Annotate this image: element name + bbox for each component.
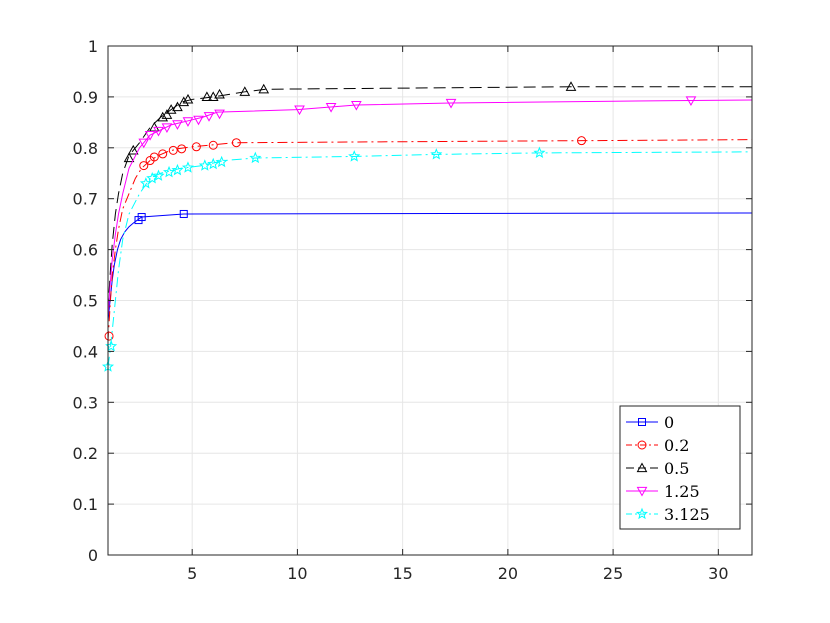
series-marker <box>149 152 159 162</box>
legend-label: 1.25 <box>664 482 700 501</box>
series-layer <box>101 81 753 372</box>
series-marker <box>685 96 697 106</box>
y-tick-label: 0.6 <box>73 241 98 260</box>
series-marker <box>350 100 362 111</box>
series-marker <box>177 144 187 154</box>
series-line <box>107 139 753 342</box>
series-marker <box>182 117 194 127</box>
y-tick-label: 1 <box>88 37 98 56</box>
series-marker <box>191 142 201 152</box>
series-marker <box>127 144 139 155</box>
series-marker <box>139 161 149 171</box>
series-line <box>107 86 752 311</box>
series-marker <box>258 83 270 94</box>
series-1 <box>104 136 753 342</box>
y-tick-label: 0.8 <box>73 139 98 158</box>
legend-marker <box>636 462 648 473</box>
series-marker <box>157 111 169 122</box>
series-marker <box>430 148 443 160</box>
y-tick-label: 0.7 <box>73 190 98 209</box>
legend-marker <box>636 486 648 497</box>
series-marker <box>215 155 228 168</box>
y-tick-label: 0.2 <box>73 444 98 463</box>
x-tick-label: 25 <box>603 564 623 583</box>
series-marker <box>161 123 173 133</box>
x-tick-label: 30 <box>708 564 728 583</box>
series-marker <box>138 138 150 149</box>
series-marker <box>294 105 305 116</box>
legend-item: 0.2 <box>626 436 689 455</box>
series-marker <box>198 159 211 171</box>
series-marker <box>231 138 241 148</box>
series-marker <box>533 146 546 159</box>
series-marker <box>123 152 135 163</box>
series-marker <box>158 149 168 159</box>
legend-item: 3.125 <box>626 505 710 524</box>
series-marker <box>179 209 188 218</box>
y-tick-label: 0.5 <box>73 292 98 311</box>
series-marker <box>163 165 176 178</box>
legend-label: 3.125 <box>664 505 710 524</box>
y-tick-label: 0 <box>88 546 98 565</box>
series-marker <box>207 157 220 170</box>
series-marker <box>153 126 164 137</box>
legend-item: 1.25 <box>626 482 700 501</box>
legend-marker <box>638 418 646 426</box>
series-4 <box>101 146 753 372</box>
series-marker <box>193 115 204 126</box>
series-2 <box>107 81 752 311</box>
series-marker <box>137 213 146 222</box>
y-tick-label: 0.9 <box>73 88 98 107</box>
series-marker <box>577 136 587 146</box>
axis-ticks: 5 10 15 20 25 30 0 0.1 0.2 0.3 0.4 0.5 0.6 0.7 0.8 0.9 1 <box>73 37 752 583</box>
series-marker <box>168 145 178 155</box>
series-marker <box>172 120 183 130</box>
legend-item: 0 <box>626 413 674 432</box>
series-marker <box>181 161 195 173</box>
series-marker <box>182 93 194 104</box>
series-marker <box>445 98 457 109</box>
series-marker <box>161 109 173 119</box>
legend-marker <box>635 507 649 520</box>
legend: 0 0.2 0.5 1.25 3.125 <box>619 405 741 530</box>
series-marker <box>348 150 361 162</box>
x-tick-label: 5 <box>187 564 197 583</box>
series-marker <box>152 169 165 181</box>
series-marker <box>208 140 218 150</box>
x-tick-label: 10 <box>287 564 307 583</box>
y-tick-label: 0.4 <box>73 342 98 361</box>
y-tick-label: 0.1 <box>73 495 98 514</box>
series-marker <box>178 96 190 107</box>
legend-label: 0.5 <box>664 459 689 478</box>
series-marker <box>171 163 184 176</box>
series-marker <box>214 88 225 99</box>
series-marker <box>201 91 213 101</box>
series-3 <box>107 96 753 316</box>
legend-marker <box>637 440 647 450</box>
legend-label: 0.2 <box>664 436 689 455</box>
series-marker <box>146 171 159 184</box>
series-marker <box>172 101 183 112</box>
series-marker <box>239 86 251 96</box>
series-0 <box>107 209 753 321</box>
series-marker <box>214 109 225 120</box>
x-tick-label: 15 <box>392 564 412 583</box>
series-marker <box>104 331 114 341</box>
y-tick-label: 0.3 <box>73 393 98 412</box>
series-line <box>107 151 753 367</box>
legend-label: 0 <box>664 413 674 432</box>
series-line <box>107 212 753 321</box>
legend-item: 0.5 <box>626 459 689 478</box>
series-line <box>107 99 753 316</box>
series-marker <box>249 151 262 164</box>
series-marker <box>203 112 215 122</box>
series-marker <box>144 130 156 141</box>
x-tick-label: 20 <box>498 564 518 583</box>
series-marker <box>565 81 577 91</box>
series-marker <box>325 102 337 113</box>
